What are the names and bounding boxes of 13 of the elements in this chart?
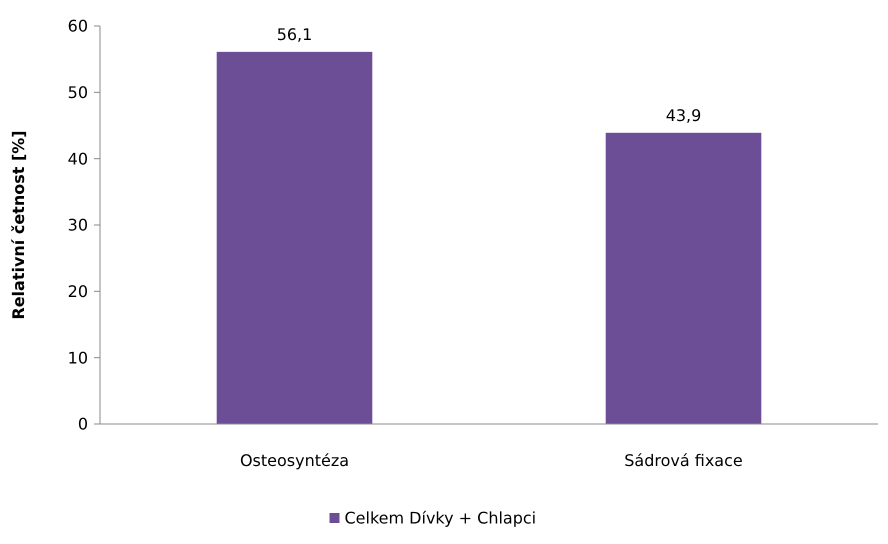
data-label: 43,9 xyxy=(666,106,702,125)
y-tick-label: 20 xyxy=(68,282,88,301)
y-axis-title: Relativní četnost [%] xyxy=(9,130,28,320)
y-tick-label: 10 xyxy=(68,348,88,368)
y-tick-label: 40 xyxy=(68,149,88,168)
x-tick-label: Osteosyntéza xyxy=(240,451,350,470)
y-tick-label: 60 xyxy=(68,16,88,36)
y-tick-label: 0 xyxy=(78,414,88,434)
x-tick-label: Sádrová fixace xyxy=(624,451,743,470)
data-label: 56,1 xyxy=(276,24,312,44)
legend-label: Celkem Dívky + Chlapci xyxy=(344,508,536,528)
y-tick-label: 30 xyxy=(68,216,88,235)
y-tick-label: 50 xyxy=(68,82,88,102)
